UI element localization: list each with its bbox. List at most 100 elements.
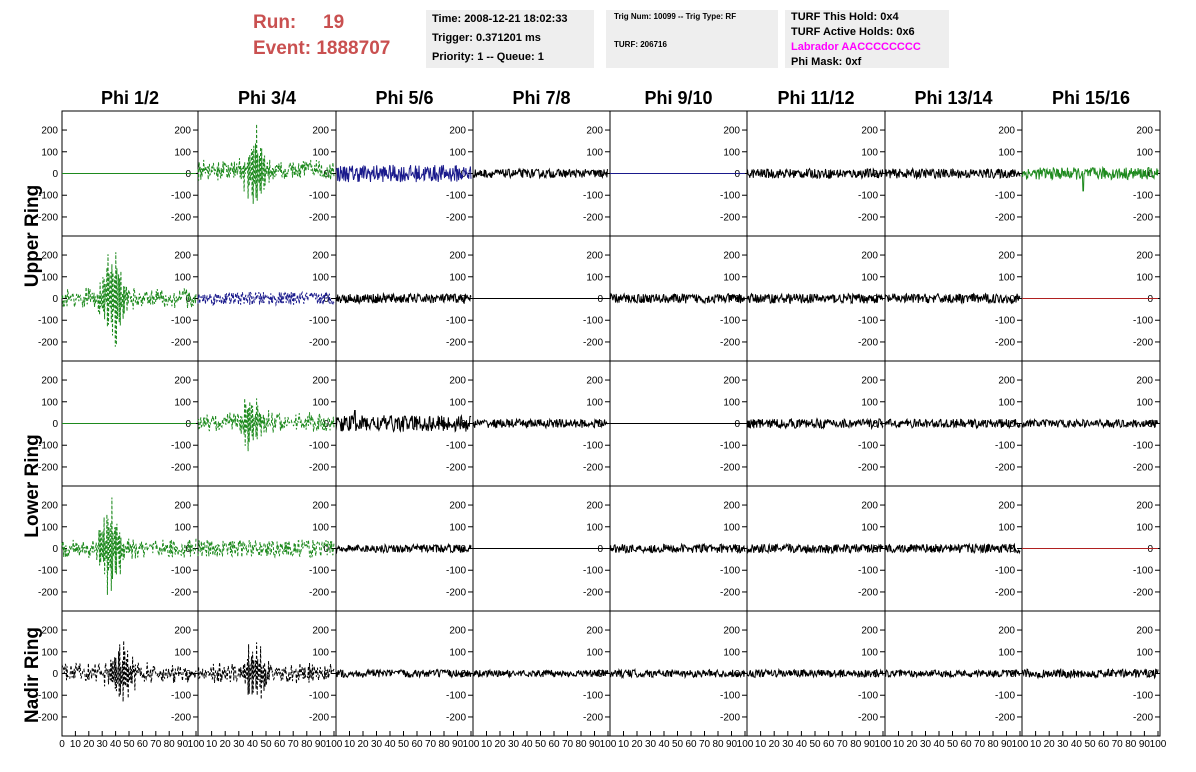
y-tick-label: 0 <box>1009 169 1015 180</box>
y-tick-label: -200 <box>720 212 740 223</box>
x-tick-label: 30 <box>97 739 109 750</box>
y-tick-label: -200 <box>171 587 191 598</box>
waveform-line <box>472 167 609 180</box>
y-tick-label-left: 0 <box>52 669 58 680</box>
x-tick-label: 70 <box>288 739 300 750</box>
y-tick-label: -200 <box>995 712 1015 723</box>
waveform-line <box>197 642 335 700</box>
y-tick-label: 100 <box>998 647 1015 658</box>
y-tick-label-left: 100 <box>41 397 58 408</box>
y-tick-label: -200 <box>309 337 329 348</box>
y-tick-label: -100 <box>171 441 191 452</box>
y-tick-label: -100 <box>720 316 740 327</box>
waveform-line <box>609 667 746 680</box>
y-tick-label: 100 <box>174 397 191 408</box>
y-tick-label: 200 <box>861 626 878 637</box>
x-tick-label: 90 <box>726 739 738 750</box>
y-tick-label: 100 <box>312 272 329 283</box>
x-tick-label: 10 <box>1030 739 1042 750</box>
y-tick-label: -200 <box>1133 462 1153 473</box>
y-tick-label: 0 <box>1147 669 1153 680</box>
y-tick-label: 200 <box>998 501 1015 512</box>
x-tick-label: 60 <box>960 739 972 750</box>
y-tick-label: -200 <box>583 587 603 598</box>
y-tick-label: 200 <box>449 376 466 387</box>
y-tick-label: -100 <box>858 316 878 327</box>
y-tick-label: 0 <box>1147 294 1153 305</box>
waveform-line <box>746 542 884 555</box>
x-tick-label: 100 <box>737 739 754 750</box>
y-tick-label: -200 <box>583 212 603 223</box>
y-tick-label: 200 <box>861 251 878 262</box>
y-tick-label: -100 <box>583 191 603 202</box>
y-tick-label: -200 <box>858 212 878 223</box>
y-tick-label: 100 <box>586 397 603 408</box>
y-tick-label: 100 <box>998 147 1015 158</box>
y-tick-label: 200 <box>586 501 603 512</box>
y-tick-label: -100 <box>995 441 1015 452</box>
y-tick-label: 200 <box>174 501 191 512</box>
y-tick-label: -200 <box>583 462 603 473</box>
x-tick-label: 100 <box>188 739 205 750</box>
y-tick-label: -100 <box>1133 316 1153 327</box>
waveform-line <box>884 542 1021 555</box>
y-tick-label: 0 <box>323 419 329 430</box>
x-tick-label: 100 <box>1012 739 1029 750</box>
event-label: Event: <box>253 38 312 59</box>
x-tick-label: 50 <box>535 739 547 750</box>
y-tick-label: 0 <box>185 169 191 180</box>
x-tick-label: 20 <box>769 739 781 750</box>
x-tick-label: 90 <box>1001 739 1013 750</box>
waveform-line <box>61 252 197 347</box>
waveform-line <box>472 417 609 430</box>
column-header: Phi 13/14 <box>914 88 992 108</box>
y-tick-label: 200 <box>586 626 603 637</box>
x-tick-label: 30 <box>920 739 932 750</box>
y-tick-label-left: 200 <box>41 126 58 137</box>
y-tick-label: 200 <box>998 251 1015 262</box>
y-tick-label: 200 <box>1136 126 1153 137</box>
waveform-line <box>884 292 1021 305</box>
y-tick-label-left: 0 <box>52 169 58 180</box>
waveform-line <box>1021 165 1159 192</box>
y-tick-label: 100 <box>586 647 603 658</box>
y-tick-label-left: -200 <box>38 462 58 473</box>
x-tick-label: 100 <box>326 739 343 750</box>
x-tick-label: 50 <box>398 739 410 750</box>
y-tick-label: 100 <box>861 272 878 283</box>
y-tick-label: 200 <box>586 376 603 387</box>
y-tick-label: 100 <box>723 147 740 158</box>
y-tick-label: 100 <box>449 397 466 408</box>
y-tick-label-left: 100 <box>41 147 58 158</box>
y-tick-label: -200 <box>309 712 329 723</box>
y-tick-label: 200 <box>586 251 603 262</box>
x-tick-label: 30 <box>782 739 794 750</box>
y-tick-label: 200 <box>861 376 878 387</box>
y-tick-label: 200 <box>174 251 191 262</box>
y-tick-label: -100 <box>583 441 603 452</box>
x-tick-label: 100 <box>875 739 892 750</box>
x-tick-label: 40 <box>110 739 122 750</box>
x-tick-label: 80 <box>575 739 587 750</box>
y-tick-label: 100 <box>861 147 878 158</box>
y-tick-label: -200 <box>309 212 329 223</box>
y-tick-label: 100 <box>998 522 1015 533</box>
y-tick-label: 0 <box>872 419 878 430</box>
waveform-line <box>61 640 197 702</box>
y-tick-label: -200 <box>309 462 329 473</box>
x-tick-label: 70 <box>562 739 574 750</box>
turf-info-box: TURF This Hold: 0x4 TURF Active Holds: 0… <box>785 10 949 68</box>
x-tick-label: 40 <box>658 739 670 750</box>
waveform-line <box>197 290 335 307</box>
y-tick-label: -100 <box>720 691 740 702</box>
y-tick-label: -200 <box>720 712 740 723</box>
y-tick-label-left: -100 <box>38 441 58 452</box>
x-tick-label: 60 <box>548 739 560 750</box>
y-tick-label: 200 <box>723 251 740 262</box>
x-tick-label: 20 <box>220 739 232 750</box>
y-tick-label: 100 <box>449 522 466 533</box>
y-tick-label: -100 <box>583 316 603 327</box>
y-tick-label: 200 <box>449 126 466 137</box>
y-tick-label: -100 <box>720 191 740 202</box>
y-tick-label: 200 <box>723 501 740 512</box>
